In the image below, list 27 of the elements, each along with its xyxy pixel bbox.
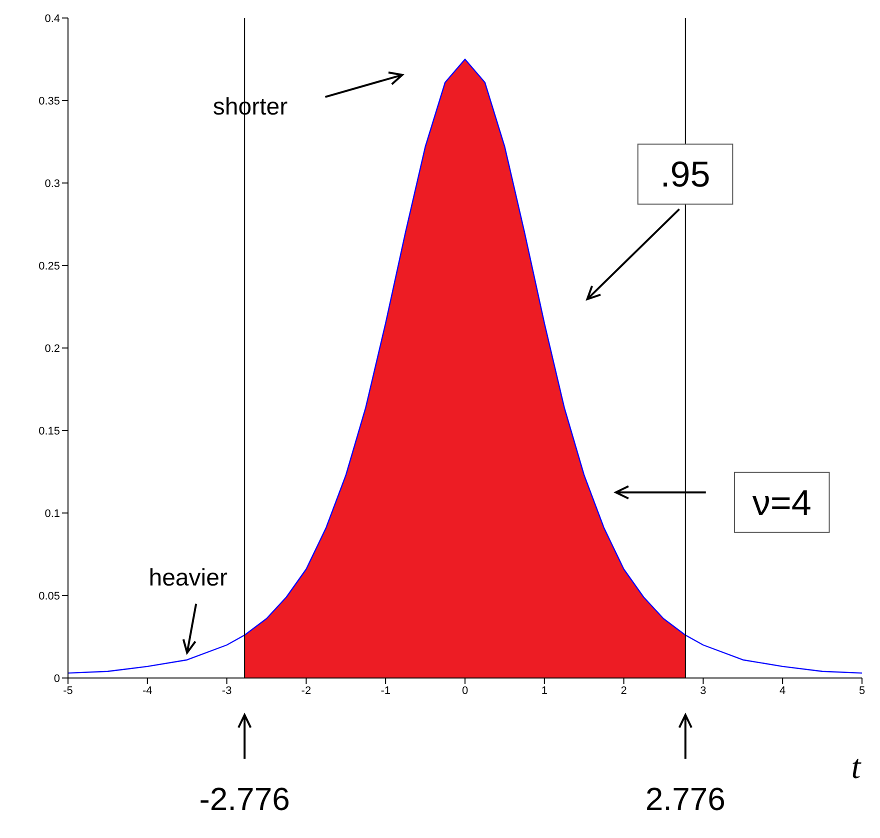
y-tick-label: 0 [54,672,60,685]
text: -2.776 [199,780,290,817]
x-tick-label: -2 [301,684,312,697]
y-tick-label: 0.2 [44,342,60,355]
line-series [68,58,862,674]
y-tick-label: 0.35 [38,95,60,108]
annotation: ν=4 [752,482,812,523]
text: 2.776 [645,780,726,817]
x-tick-label: -3 [222,684,232,697]
y-tick-label: 0.1 [44,508,60,520]
x-axis-title: t [851,749,862,786]
y-tick-label: 0.25 [38,260,60,272]
x-tick-label: 2 [620,684,627,697]
x-tick-label: -1 [380,684,390,697]
annotation: .95 [660,154,710,195]
x-tick-label: 5 [858,684,866,697]
x-tick-label: 4 [780,684,786,697]
y-tick-label: 0.3 [44,178,60,190]
annotation: heavier [148,564,228,592]
x-tick-label: -4 [142,684,152,697]
x-tick-label: 3 [700,684,706,697]
y-tick-label: 0.15 [38,425,60,438]
y-tick-label: 0.4 [44,12,60,25]
x-tick-label: 0 [462,684,468,697]
x-tick-label: 1 [541,684,548,697]
y-tick-label: 0.05 [38,590,60,602]
x-tick-label: -5 [63,684,73,697]
